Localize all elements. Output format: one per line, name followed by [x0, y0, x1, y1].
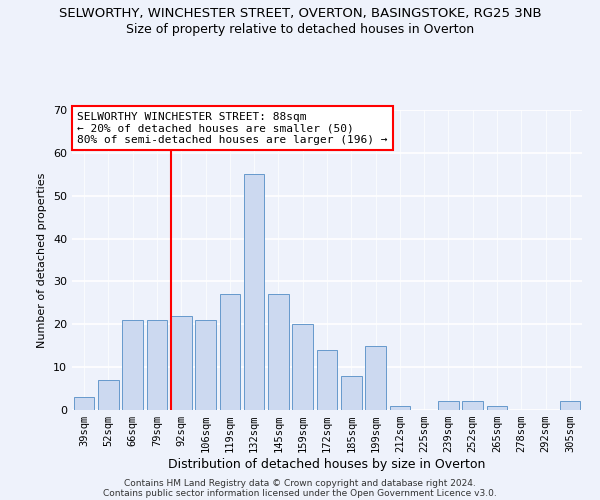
Bar [365, 346, 386, 410]
Bar [146, 320, 167, 410]
Bar [487, 406, 508, 410]
Bar [122, 320, 143, 410]
X-axis label: Distribution of detached houses by size in Overton: Distribution of detached houses by size … [169, 458, 485, 471]
Bar [341, 376, 362, 410]
Bar [389, 406, 410, 410]
Y-axis label: Number of detached properties: Number of detached properties [37, 172, 47, 348]
Bar [74, 397, 94, 410]
Bar [268, 294, 289, 410]
Bar [317, 350, 337, 410]
Text: SELWORTHY WINCHESTER STREET: 88sqm
← 20% of detached houses are smaller (50)
80%: SELWORTHY WINCHESTER STREET: 88sqm ← 20%… [77, 112, 388, 144]
Bar [292, 324, 313, 410]
Bar [438, 402, 459, 410]
Text: SELWORTHY, WINCHESTER STREET, OVERTON, BASINGSTOKE, RG25 3NB: SELWORTHY, WINCHESTER STREET, OVERTON, B… [59, 8, 541, 20]
Bar [220, 294, 240, 410]
Text: Contains HM Land Registry data © Crown copyright and database right 2024.: Contains HM Land Registry data © Crown c… [124, 478, 476, 488]
Bar [244, 174, 265, 410]
Bar [463, 402, 483, 410]
Text: Size of property relative to detached houses in Overton: Size of property relative to detached ho… [126, 22, 474, 36]
Bar [195, 320, 216, 410]
Bar [560, 402, 580, 410]
Bar [171, 316, 191, 410]
Text: Contains public sector information licensed under the Open Government Licence v3: Contains public sector information licen… [103, 488, 497, 498]
Bar [98, 380, 119, 410]
